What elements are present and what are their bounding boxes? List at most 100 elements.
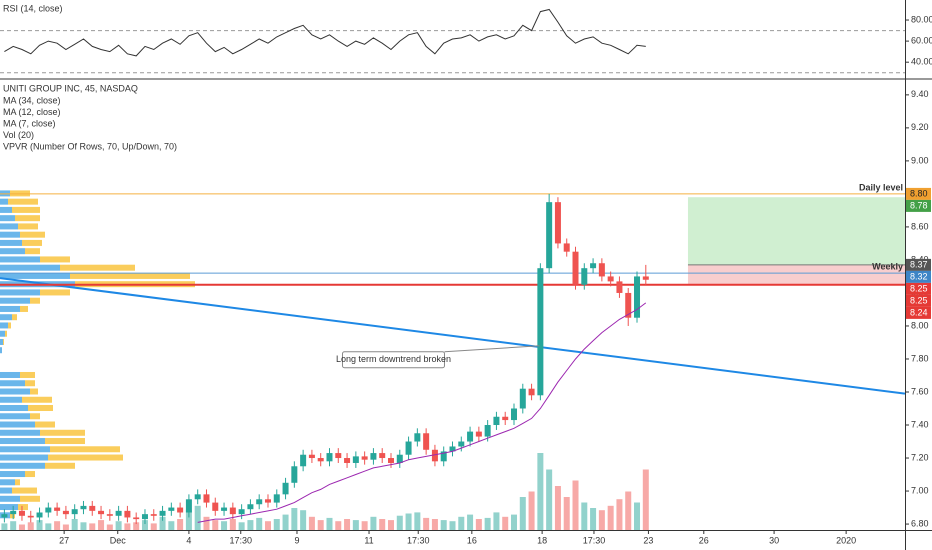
candle-body <box>379 453 386 459</box>
y-tick-label: 8.00 <box>911 320 929 330</box>
vpvr-up <box>0 223 18 230</box>
volume-bar <box>554 486 561 530</box>
volume-bar <box>221 521 228 530</box>
volume-bar <box>634 502 641 530</box>
vpvr-down <box>20 371 35 378</box>
vpvr-up <box>0 347 2 354</box>
candle-body <box>414 433 421 442</box>
price-label-box <box>906 199 931 212</box>
vpvr-up <box>0 264 60 271</box>
candle-body <box>502 416 509 421</box>
vpvr-up <box>0 479 15 486</box>
candle-body <box>431 449 438 462</box>
x-tick-label: 4 <box>186 535 191 545</box>
y-tick-label: 9.40 <box>911 89 929 99</box>
candle-body <box>89 505 96 511</box>
vpvr-up <box>0 231 20 238</box>
x-tick-label: 11 <box>364 535 373 545</box>
vpvr-down <box>12 314 17 321</box>
vpvr-down <box>18 223 38 230</box>
candle-body <box>519 388 526 409</box>
volume-bar <box>159 516 166 530</box>
volume-bar <box>300 510 307 530</box>
vpvr-down <box>22 396 52 403</box>
level-label: Weekly <box>872 262 903 272</box>
volume-bar <box>308 516 315 530</box>
candle-body <box>458 441 465 447</box>
volume-bar <box>379 519 386 530</box>
candle-body <box>10 510 17 515</box>
candle-body <box>528 388 535 396</box>
vpvr-down <box>3 338 4 345</box>
volume-bar <box>124 523 131 530</box>
candle-body <box>554 202 561 244</box>
candle-body <box>159 510 166 516</box>
candle-body <box>590 263 597 269</box>
vpvr-down <box>18 504 28 511</box>
volume-bar <box>256 517 263 530</box>
volume-bar <box>1 523 8 530</box>
volume-bar <box>431 519 438 530</box>
vpvr-down <box>30 388 38 395</box>
vpvr-down <box>25 380 35 387</box>
vpvr-down <box>10 512 15 519</box>
candle-body <box>642 276 649 280</box>
indicator-label: MA (12, close) <box>3 107 61 117</box>
volume-bar <box>563 497 570 530</box>
vpvr-down <box>30 413 40 420</box>
candle-body <box>264 499 271 503</box>
candle-body <box>616 281 623 293</box>
volume-bar <box>361 521 368 530</box>
candle-body <box>387 458 394 463</box>
candle-body <box>440 451 447 462</box>
candle-body <box>493 416 500 426</box>
volume-bar <box>264 521 271 530</box>
vpvr-up <box>0 388 30 395</box>
volume-bar <box>194 505 201 530</box>
volume-bar <box>62 524 69 530</box>
volume-bar <box>344 519 351 530</box>
x-tick-label: 30 <box>769 535 779 545</box>
vpvr-down <box>20 495 40 502</box>
volume-bar <box>141 520 148 530</box>
price-label: 8.24 <box>910 307 928 317</box>
volume-bar <box>581 502 588 530</box>
volume-bar <box>18 524 25 530</box>
vpvr-up <box>0 305 20 312</box>
volume-bar <box>387 520 394 530</box>
vpvr-down <box>50 446 120 453</box>
vpvr-up <box>0 215 15 222</box>
candle-body <box>326 453 333 462</box>
candle-body <box>625 292 632 318</box>
vpvr-down <box>25 471 35 478</box>
volume-bar <box>282 514 289 530</box>
moving-average <box>197 302 647 523</box>
candle-body <box>18 510 25 516</box>
x-tick-label: 17:30 <box>229 535 252 545</box>
volume-bar <box>590 508 597 530</box>
candle-body <box>71 509 78 515</box>
vpvr-up <box>0 289 40 296</box>
x-tick-label: 16 <box>467 535 477 545</box>
candle-body <box>273 494 280 503</box>
volume-bar <box>493 512 500 530</box>
candle-body <box>124 510 131 518</box>
volume-bar <box>10 521 17 530</box>
vpvr-down <box>60 264 135 271</box>
vpvr-down <box>15 479 20 486</box>
volume-bar <box>98 520 105 530</box>
volume-bar <box>291 508 298 530</box>
vpvr-down <box>5 330 7 337</box>
volume-bar <box>440 520 447 530</box>
vpvr-down <box>30 297 40 304</box>
y-tick-label: 7.60 <box>911 386 929 396</box>
volume-bar <box>423 517 430 530</box>
x-tick-label: 26 <box>699 535 709 545</box>
vpvr-down <box>70 272 190 279</box>
vpvr-up <box>0 248 25 255</box>
volume-bar <box>335 521 342 530</box>
candle-body <box>212 502 219 511</box>
candle-body <box>467 431 474 442</box>
trendline <box>0 277 906 395</box>
